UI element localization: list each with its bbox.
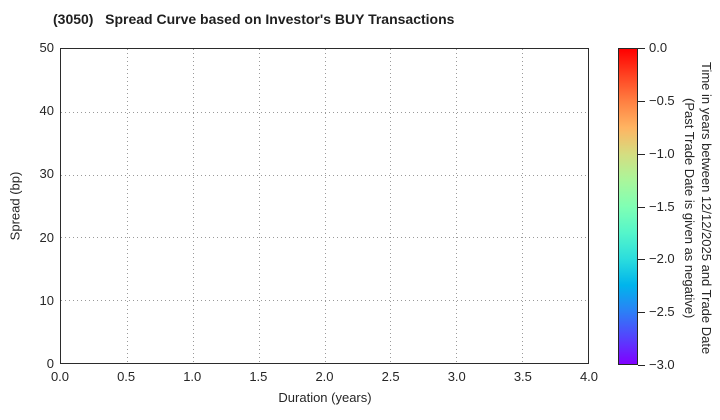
x-gridline xyxy=(324,49,326,363)
x-gridline xyxy=(192,49,194,363)
y-tick-label: 10 xyxy=(39,292,54,308)
y-gridline xyxy=(61,174,588,176)
y-gridline xyxy=(61,111,588,113)
x-gridline xyxy=(522,49,524,363)
y-gridline xyxy=(61,300,588,302)
chart-title: (3050) Spread Curve based on Investor's … xyxy=(53,11,455,27)
colorbar-tick-mark xyxy=(638,206,645,208)
colorbar-tick-mark xyxy=(638,365,645,366)
y-tick-label: 20 xyxy=(39,229,54,245)
x-gridline xyxy=(258,49,260,363)
x-tick-label: 1.0 xyxy=(183,369,202,384)
colorbar-label-line2: (Past Trade Date is given as negative) xyxy=(682,97,697,319)
y-tick-label: 30 xyxy=(39,166,54,182)
colorbar-tick-label: −2.0 xyxy=(649,251,675,267)
y-tick-label: 0 xyxy=(46,356,54,371)
x-tick-label: 2.5 xyxy=(381,369,400,384)
x-tick-label: 1.5 xyxy=(249,369,268,384)
x-axis-label: Duration (years) xyxy=(278,390,372,405)
x-gridline xyxy=(126,49,128,363)
colorbar-tick-label: −0.5 xyxy=(649,92,675,108)
colorbar-tick-label: −3.0 xyxy=(649,357,675,372)
colorbar xyxy=(618,48,638,365)
colorbar-tick-label: −1.5 xyxy=(649,198,675,214)
colorbar-tick-mark xyxy=(638,100,645,102)
colorbar-tick-mark xyxy=(638,312,645,314)
x-tick-label: 0.0 xyxy=(50,369,70,384)
colorbar-tick-mark xyxy=(638,153,645,155)
x-tick-label: 2.0 xyxy=(315,369,334,384)
colorbar-tick-label: 0.0 xyxy=(649,40,668,55)
colorbar-tick-mark xyxy=(638,259,645,261)
x-tick-label: 0.5 xyxy=(117,369,136,384)
x-gridline xyxy=(456,49,458,363)
y-gridline xyxy=(61,237,588,239)
x-tick-label: 4.0 xyxy=(579,369,599,384)
colorbar-tick-label: −1.0 xyxy=(649,145,675,161)
y-tick-label: 50 xyxy=(39,40,54,55)
y-tick-label: 40 xyxy=(39,103,54,119)
x-tick-label: 3.0 xyxy=(447,369,466,384)
x-gridline xyxy=(390,49,392,363)
colorbar-tick-label: −2.5 xyxy=(649,304,675,320)
colorbar-label-line1: Time in years between 12/12/2025 and Tra… xyxy=(699,61,714,355)
colorbar-tick-mark xyxy=(638,48,645,49)
plot-area xyxy=(60,48,589,364)
x-tick-label: 3.5 xyxy=(513,369,532,384)
colorbar-label: Time in years between 12/12/2025 and Tra… xyxy=(677,46,715,370)
